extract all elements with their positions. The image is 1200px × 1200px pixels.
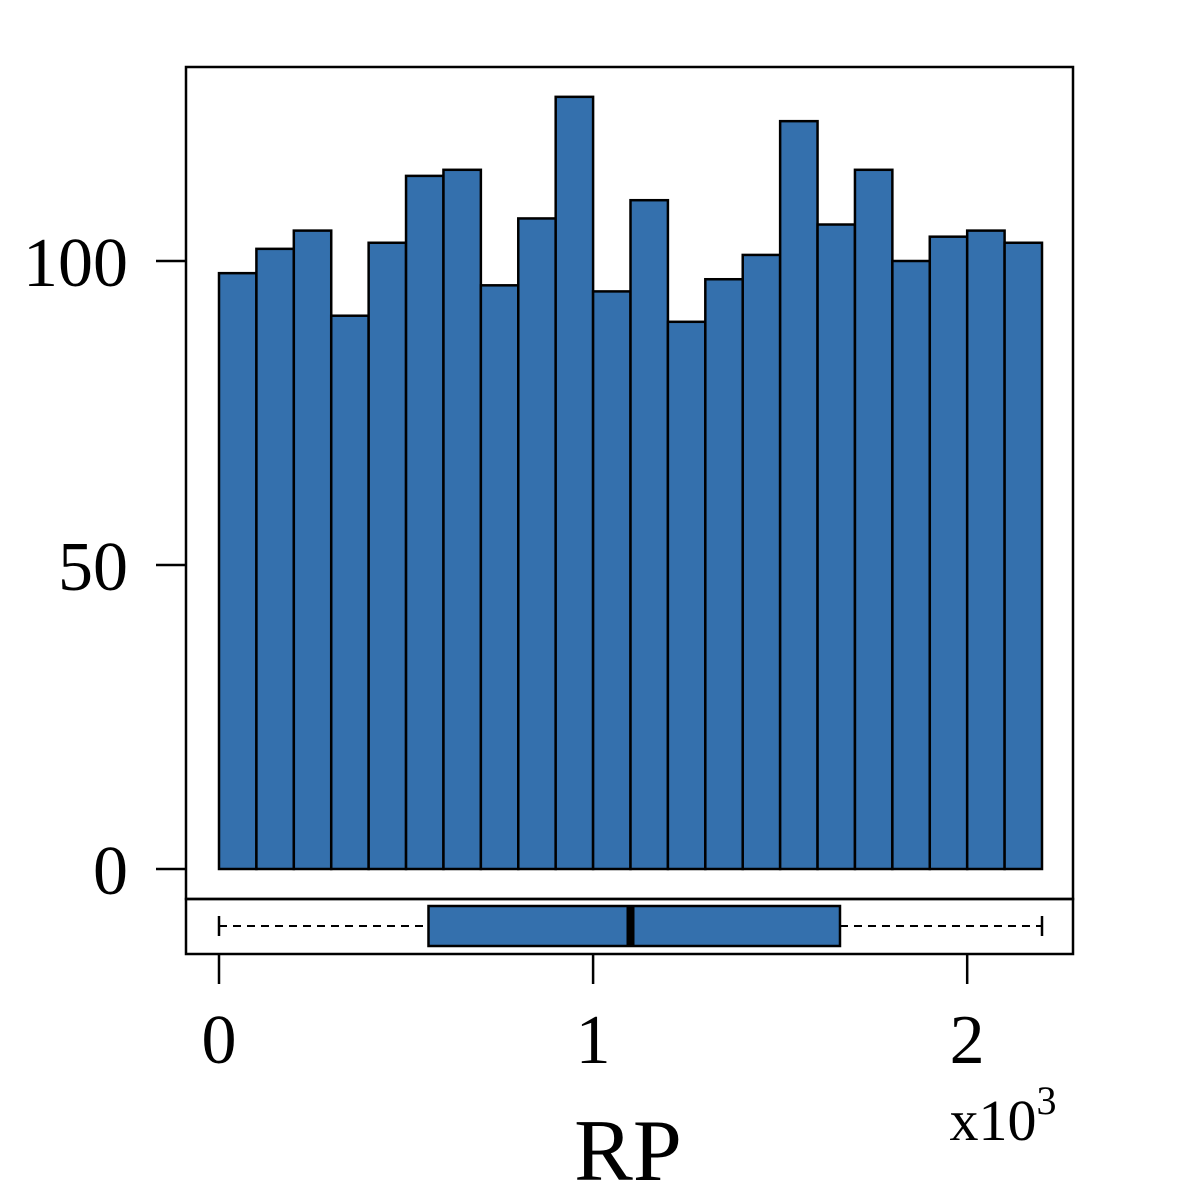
histogram-bar — [778, 119, 819, 871]
boxplot-panel-frame — [184, 897, 1075, 956]
histogram-bar — [255, 247, 296, 871]
histogram-bar — [965, 229, 1006, 871]
histogram-bar — [1003, 241, 1044, 871]
y-axis: 0 50 100 — [23, 225, 186, 910]
x-multiplier-label: x103 — [950, 1078, 1057, 1153]
x-tick-label: 1 — [576, 1002, 611, 1079]
histogram-bar — [217, 271, 258, 871]
histogram-bar — [404, 174, 445, 871]
histogram-bar — [741, 253, 782, 871]
histogram-bar — [853, 168, 894, 871]
histogram-bar — [517, 217, 557, 871]
histogram-bar — [442, 168, 483, 871]
x-axis-label: RP — [574, 1103, 682, 1200]
histogram-bar — [666, 320, 707, 871]
histogram-bar — [367, 241, 408, 871]
x-axis: 0 1 2 — [202, 954, 985, 1079]
x-multiplier-exponent: 3 — [1037, 1078, 1057, 1123]
histogram-bar — [816, 223, 857, 871]
x-multiplier-base: x10 — [950, 1088, 1037, 1153]
bars-layer — [217, 95, 1044, 871]
histogram-bar — [891, 259, 932, 871]
histogram-bar — [629, 198, 670, 871]
boxplot-layer — [217, 904, 1044, 948]
histogram-bar — [479, 284, 520, 871]
histogram-bar — [292, 229, 333, 871]
y-tick-label: 50 — [58, 529, 128, 606]
histogram-bar — [704, 277, 744, 871]
y-tick-label: 0 — [93, 833, 128, 910]
y-tick-label: 100 — [23, 225, 128, 302]
histogram-bar — [928, 235, 969, 871]
histogram-bar — [554, 95, 595, 871]
x-tick-label: 2 — [950, 1002, 985, 1079]
histogram-bar — [329, 314, 370, 871]
x-tick-label: 0 — [202, 1002, 237, 1079]
histogram-bar — [591, 290, 632, 871]
